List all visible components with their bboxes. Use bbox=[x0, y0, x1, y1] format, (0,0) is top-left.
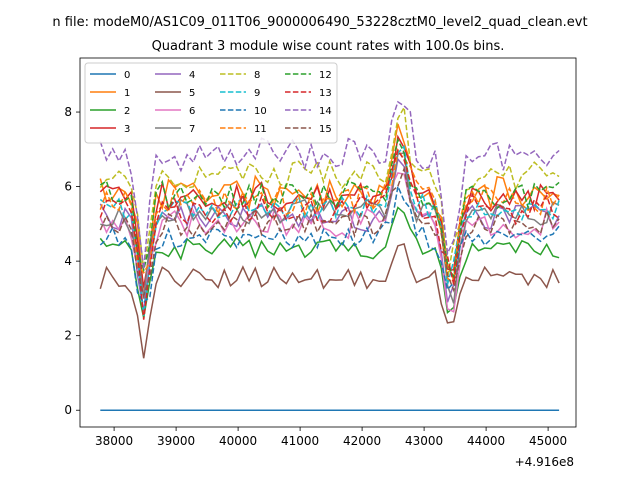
x-tick-label: 42000 bbox=[343, 434, 381, 448]
series-line-2 bbox=[99, 206, 560, 318]
plot-area: 38000 39000 40000 41000 42000 43000 44000 45000… bbox=[64, 57, 577, 469]
series-line-3 bbox=[99, 134, 560, 288]
figure-suptitle: n file: modeM0/AS1C09_011T06_9000006490_… bbox=[52, 15, 587, 30]
legend-label-15: 15 bbox=[319, 124, 332, 135]
chart-title: Quadrant 3 module wise count rates with … bbox=[152, 39, 505, 54]
legend-label-5: 5 bbox=[189, 88, 195, 99]
axes-frame bbox=[79, 57, 577, 428]
series-line-5 bbox=[99, 242, 560, 359]
x-tick-label: 39000 bbox=[157, 434, 195, 448]
series-line-14 bbox=[99, 100, 560, 270]
legend-label-0: 0 bbox=[124, 70, 130, 81]
legend-label-12: 12 bbox=[319, 70, 332, 81]
x-axis-offset-label: +4.916e8 bbox=[515, 455, 574, 469]
x-tick-label: 40000 bbox=[219, 434, 257, 448]
y-tick-label: 2 bbox=[64, 329, 72, 343]
x-axis: 38000 39000 40000 41000 42000 43000 44000 45000 bbox=[95, 427, 567, 448]
legend-label-13: 13 bbox=[319, 88, 332, 99]
y-axis: 0 2 4 6 8 bbox=[64, 105, 80, 417]
y-tick-label: 8 bbox=[64, 105, 72, 119]
x-tick-label: 45000 bbox=[529, 434, 567, 448]
legend-label-14: 14 bbox=[319, 106, 332, 117]
y-tick-label: 4 bbox=[64, 254, 72, 268]
x-tick-label: 43000 bbox=[405, 434, 443, 448]
series-line-15 bbox=[99, 166, 560, 299]
series-line-11 bbox=[99, 148, 560, 286]
legend-label-7: 7 bbox=[189, 124, 195, 135]
legend-label-11: 11 bbox=[254, 124, 267, 135]
series-line-7 bbox=[100, 152, 560, 304]
series-line-10 bbox=[99, 183, 560, 304]
x-tick-label: 44000 bbox=[467, 434, 505, 448]
y-tick-label: 6 bbox=[64, 180, 72, 194]
series-line-1 bbox=[99, 123, 560, 295]
series-line-6 bbox=[99, 172, 560, 313]
x-tick-label: 38000 bbox=[95, 434, 133, 448]
x-tick-label: 41000 bbox=[281, 434, 319, 448]
legend-label-1: 1 bbox=[124, 88, 130, 99]
legend-label-9: 9 bbox=[254, 88, 260, 99]
y-tick-label: 0 bbox=[64, 403, 72, 417]
legend-label-10: 10 bbox=[254, 106, 267, 117]
legend-label-4: 4 bbox=[189, 70, 195, 81]
legend-box bbox=[84, 62, 338, 144]
legend-label-3: 3 bbox=[124, 124, 130, 135]
series-line-8 bbox=[99, 105, 560, 279]
series-line-12 bbox=[99, 137, 560, 280]
legend-label-2: 2 bbox=[124, 106, 130, 117]
legend-label-8: 8 bbox=[254, 70, 260, 81]
legend-label-6: 6 bbox=[189, 106, 195, 117]
